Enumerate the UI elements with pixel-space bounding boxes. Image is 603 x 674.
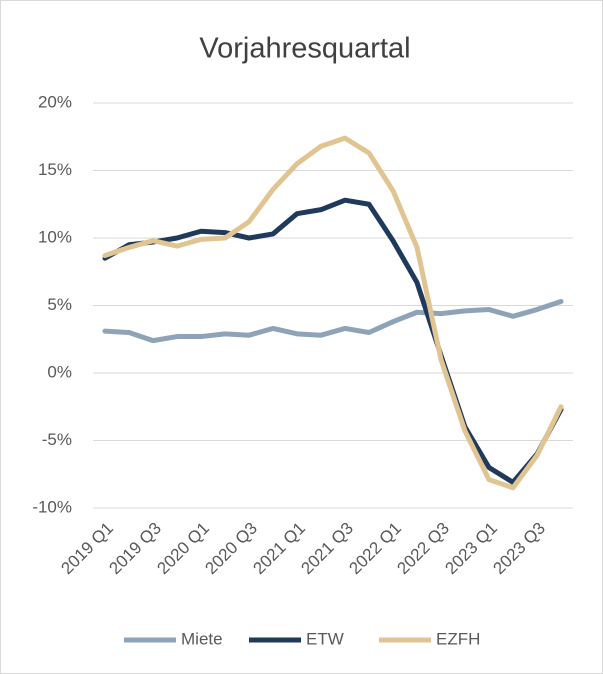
line-series xyxy=(102,298,564,344)
chart-title: Vorjahresquartal xyxy=(199,33,410,65)
y-tick-label: 20% xyxy=(38,92,72,111)
y-tick-label: 15% xyxy=(38,160,72,179)
legend-label: EZFH xyxy=(436,629,480,648)
line-series xyxy=(102,135,564,491)
y-tick-label: -10% xyxy=(32,497,72,516)
y-tick-label: 10% xyxy=(38,227,72,246)
legend-label: ETW xyxy=(306,629,344,648)
line-series xyxy=(102,197,564,485)
y-tick-label: -5% xyxy=(42,430,72,449)
y-tick-label: 5% xyxy=(47,295,72,314)
y-tick-label: 0% xyxy=(47,362,72,381)
legend-label: Miete xyxy=(181,629,223,648)
